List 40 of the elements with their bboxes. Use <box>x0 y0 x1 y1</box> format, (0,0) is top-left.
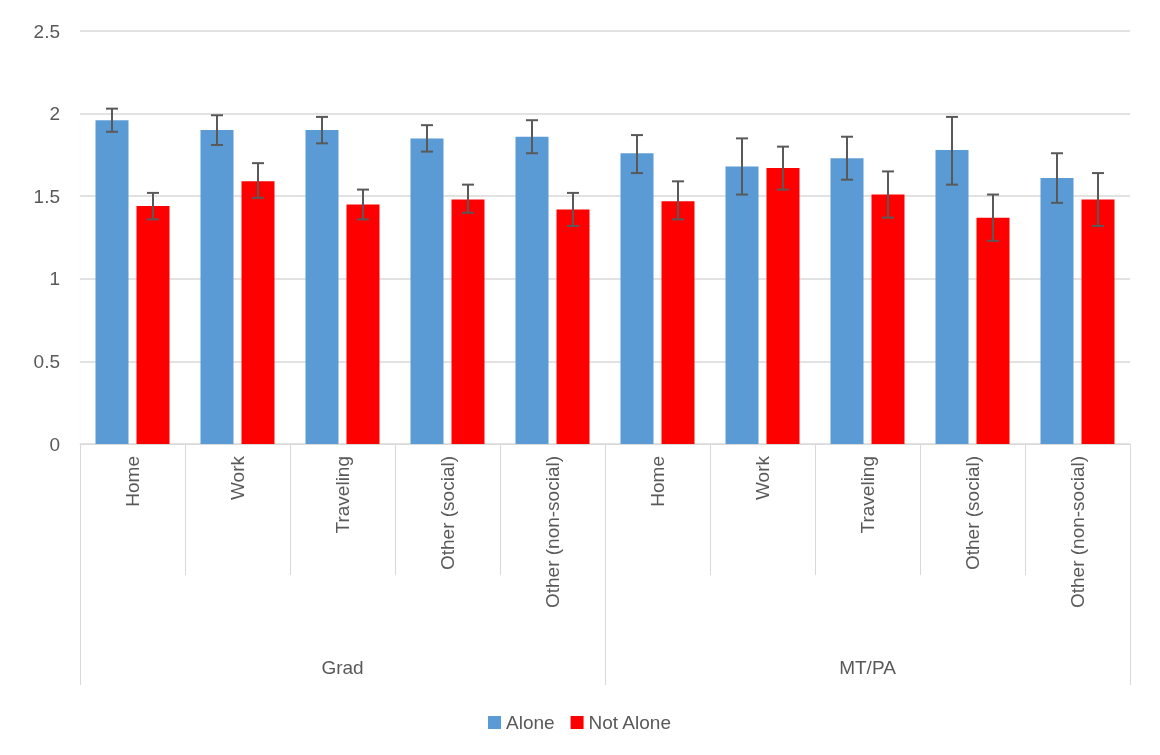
x-tick-label: Other (non-social) <box>542 456 563 609</box>
y-tick-label: 1.5 <box>33 185 60 207</box>
bar <box>725 166 759 444</box>
y-tick-label: 2.5 <box>33 20 60 42</box>
x-tick-label: Other (social) <box>962 456 983 571</box>
bar <box>830 158 864 444</box>
text: MT/PA <box>839 657 897 678</box>
y-tick-label: 1 <box>49 268 60 290</box>
bar <box>451 199 485 444</box>
x-tick-label: Work <box>752 455 773 500</box>
bar <box>346 204 380 444</box>
bar <box>935 149 969 444</box>
bar <box>556 209 590 444</box>
x-tick-label: Work <box>227 455 248 500</box>
bar <box>95 120 129 444</box>
x-tick-label: Other (non-social) <box>1067 456 1088 609</box>
bar <box>515 136 549 444</box>
x-tick-label: Home <box>122 456 143 507</box>
bar <box>976 217 1010 444</box>
x-tick-label: Traveling <box>857 456 878 534</box>
legend-label: Alone <box>505 712 555 733</box>
bar <box>661 201 695 444</box>
bar <box>410 138 444 444</box>
y-tick-label: 2 <box>49 103 60 125</box>
x-tick-label: Other (social) <box>437 456 458 571</box>
y-tick-label: 0.5 <box>33 350 60 372</box>
bar <box>136 206 170 444</box>
bar <box>1040 178 1074 444</box>
x-tick-label: Home <box>647 456 668 507</box>
bar <box>241 181 275 444</box>
legend-label: Not Alone <box>588 712 671 733</box>
bar <box>871 194 905 444</box>
bar <box>200 130 234 444</box>
x-tick-label: Traveling <box>332 456 353 534</box>
bar <box>305 130 339 444</box>
bar <box>1081 199 1115 444</box>
y-tick-label: 0 <box>49 433 60 455</box>
bar <box>766 168 800 444</box>
text: Grad <box>321 657 364 678</box>
bar <box>620 153 654 444</box>
